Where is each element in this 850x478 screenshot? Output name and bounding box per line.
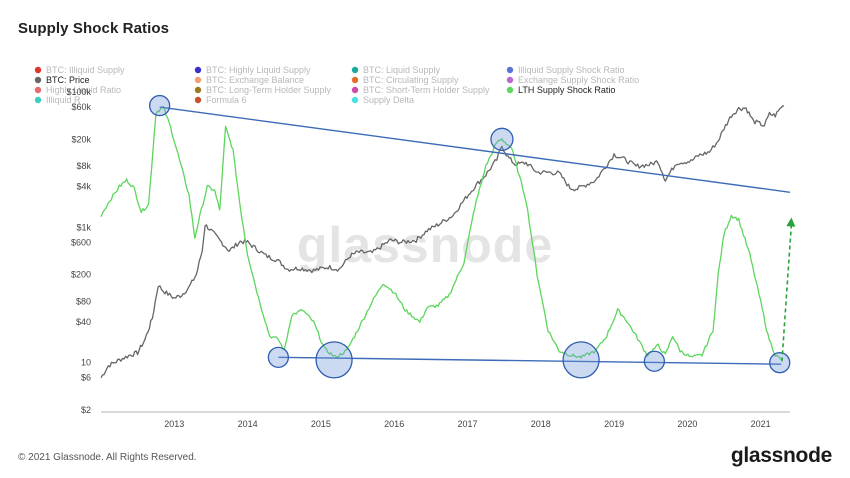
- legend-label: Supply Delta: [363, 95, 414, 105]
- y-axis: $100k $60k $20k $8k $4k $1k $600 $200 $80 $40 10 $6…: [66, 87, 91, 415]
- annotations: [148, 94, 796, 379]
- x-tick-label: 2021: [751, 419, 771, 429]
- y-tick-label: $1k: [76, 222, 91, 232]
- legend-label: BTC: Short-Term Holder Supply: [363, 85, 490, 95]
- highlight-circle: [315, 341, 353, 379]
- legend-marker: [351, 66, 359, 74]
- legend-marker: [34, 86, 42, 94]
- x-tick-label: 2020: [677, 419, 697, 429]
- x-tick-label: 2018: [531, 419, 551, 429]
- legend-marker: [351, 86, 359, 94]
- highlight-circle: [490, 127, 514, 151]
- x-tick-label: 2019: [604, 419, 624, 429]
- y-tick-label: $6: [81, 373, 91, 383]
- x-tick-label: 2016: [384, 419, 404, 429]
- legend-label: BTC: Exchange Balance: [206, 75, 304, 85]
- legend-label: Highly Liquid Ratio: [46, 85, 121, 95]
- legend-marker: [194, 86, 202, 94]
- x-tick-label: 2013: [164, 419, 184, 429]
- highlight-circle: [267, 346, 290, 368]
- series-line-btc-price: [100, 105, 785, 379]
- legend-marker: [34, 96, 42, 104]
- lower-trendline: [278, 356, 782, 365]
- upper-trendline: [159, 106, 791, 193]
- legend-label: Formula 6: [206, 95, 247, 105]
- y-tick-label: $20k: [71, 134, 91, 144]
- series-line-lth-supply-shock-ratio: [100, 105, 782, 361]
- legend-label: BTC: Circulating Supply: [363, 75, 459, 85]
- legend-marker: [194, 96, 202, 104]
- x-tick-label: 2014: [238, 419, 258, 429]
- plot-area: [100, 105, 785, 379]
- legend-label: BTC: Highly Liquid Supply: [206, 65, 311, 75]
- legend-label: LTH Supply Shock Ratio: [518, 85, 615, 95]
- trend-arrow-head: [786, 217, 796, 227]
- legend-label: BTC: Price: [46, 75, 90, 85]
- legend-marker: [351, 76, 359, 84]
- legend-label: Exchange Supply Shock Ratio: [518, 75, 639, 85]
- copyright-notice: © 2021 Glassnode. All Rights Reserved.: [18, 452, 197, 463]
- y-tick-label: $40: [76, 317, 91, 327]
- legend-marker: [351, 96, 359, 104]
- trend-arrow-line: [781, 223, 793, 362]
- legend-label: BTC: Liquid Supply: [363, 65, 441, 75]
- x-tick-label: 2017: [457, 419, 477, 429]
- legend-marker: [194, 66, 202, 74]
- y-tick-label: $100k: [66, 87, 91, 97]
- highlight-circle: [643, 350, 666, 372]
- y-tick-label: $60k: [71, 102, 91, 112]
- y-tick-label: $4k: [76, 182, 91, 192]
- y-tick-label: $200: [71, 270, 91, 280]
- legend-marker: [506, 66, 514, 74]
- legend-marker: [34, 76, 42, 84]
- highlight-circle: [769, 352, 791, 374]
- legend-marker: [194, 76, 202, 84]
- x-tick-label: 2015: [311, 419, 331, 429]
- chart-title: Supply Shock Ratios: [18, 20, 170, 37]
- y-tick-label: $8k: [76, 161, 91, 171]
- legend-marker: [506, 86, 514, 94]
- y-tick-label: $80: [76, 297, 91, 307]
- y-tick-label: 10: [81, 358, 91, 368]
- legend-label: Illiquid Supply Shock Ratio: [518, 65, 625, 75]
- y-tick-label: $2: [81, 405, 91, 415]
- watermark: glassnode: [297, 217, 553, 273]
- glassnode-logo: glassnode: [730, 444, 832, 467]
- legend-marker: [506, 76, 514, 84]
- legend-label: Illiquid R: [46, 95, 81, 105]
- chart-legend: BTC: Illiquid Supply BTC: Highly Liquid S…: [34, 65, 639, 105]
- legend-label: BTC: Illiquid Supply: [46, 65, 125, 75]
- legend-marker: [34, 66, 42, 74]
- highlight-circle: [148, 94, 171, 117]
- highlight-circle: [562, 341, 600, 379]
- y-tick-label: $600: [71, 237, 91, 247]
- legend-label: BTC: Long-Term Holder Supply: [206, 85, 332, 95]
- x-axis: 2013 2014 2015 2016 2017 2018 2019 2020 2021: [164, 419, 770, 429]
